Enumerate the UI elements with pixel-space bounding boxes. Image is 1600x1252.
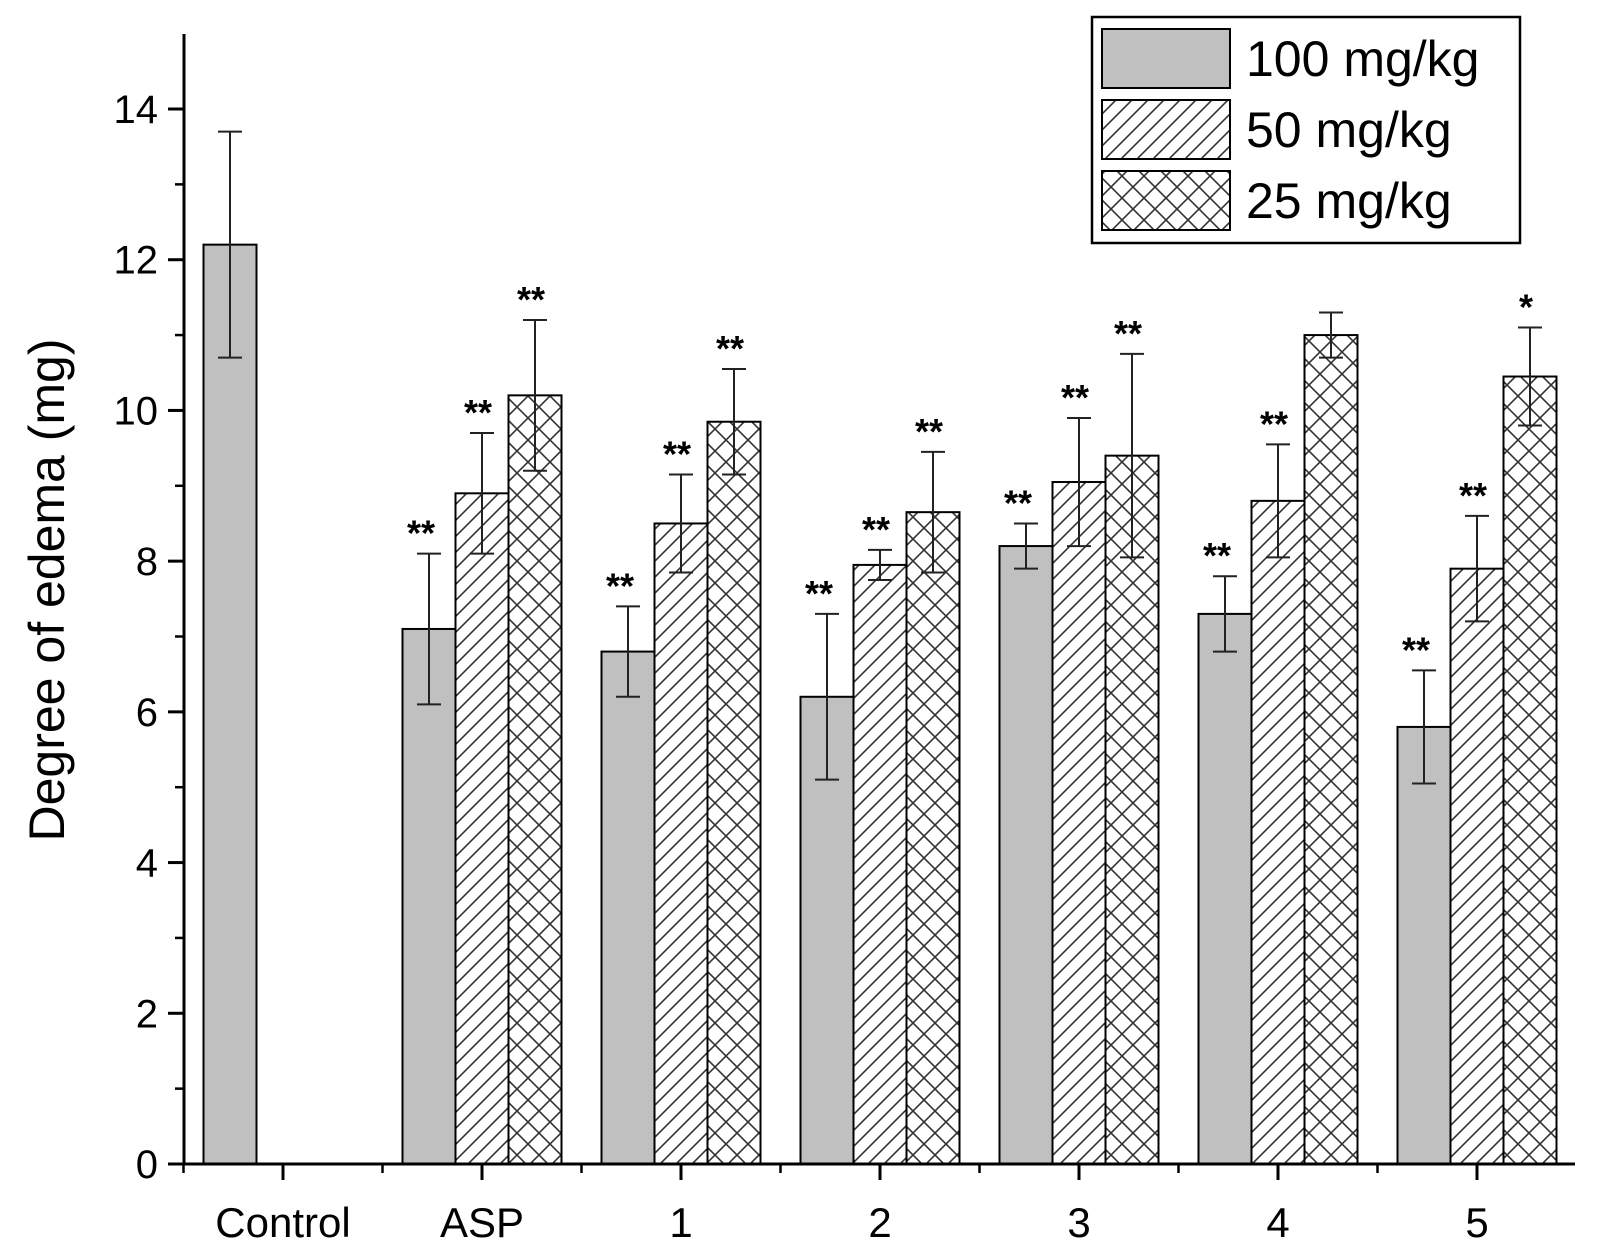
y-tick-label: 12 <box>114 239 159 283</box>
x-tick-label: Control <box>215 1199 350 1246</box>
bar-100-mg-kg-asp <box>401 627 457 1165</box>
bar-25-mg-kg-4 <box>1303 334 1359 1166</box>
legend-swatch <box>1101 170 1231 231</box>
bar-100-mg-kg-control <box>202 243 258 1165</box>
y-axis-ticks: 0 2 4 6 8 10 12 14 <box>114 88 184 1187</box>
y-tick-label: 4 <box>136 842 158 886</box>
legend-swatch <box>1101 28 1231 89</box>
error-bars <box>218 130 1542 785</box>
bar-50-mg-kg-asp <box>454 492 510 1166</box>
significance-label: ** <box>407 513 435 554</box>
bar-50-mg-kg-3 <box>1051 481 1107 1165</box>
significance-label: ** <box>517 279 545 320</box>
significance-label: ** <box>1260 403 1288 444</box>
bar-100-mg-kg-5 <box>1396 725 1452 1166</box>
y-tick-label: 2 <box>136 992 158 1036</box>
significance-label: * <box>1519 287 1533 328</box>
legend-label: 100 mg/kg <box>1246 31 1479 87</box>
significance-label: ** <box>716 328 744 369</box>
bar-50-mg-kg-4 <box>1250 499 1306 1166</box>
y-tick-label: 6 <box>136 691 158 735</box>
bar-25-mg-kg-1 <box>706 420 762 1166</box>
bar-100-mg-kg-4 <box>1197 612 1253 1165</box>
significance-label: ** <box>1061 377 1089 418</box>
bar-50-mg-kg-2 <box>852 563 908 1165</box>
x-axis-ticks: Control ASP 1 2 3 4 5 <box>182 1164 1489 1246</box>
significance-label: ** <box>1402 629 1430 670</box>
y-tick-label: 8 <box>136 540 158 584</box>
legend-label: 25 mg/kg <box>1246 173 1452 229</box>
significance-label: ** <box>606 565 634 606</box>
significance-label: ** <box>1459 475 1487 516</box>
y-tick-label: 14 <box>114 88 159 132</box>
legend: 100 mg/kg 50 mg/kg 25 mg/kg <box>1090 15 1522 245</box>
significance-markers: ********************************* <box>407 279 1533 670</box>
significance-label: ** <box>862 509 890 550</box>
x-tick-label: ASP <box>440 1199 524 1246</box>
x-tick-label: 4 <box>1266 1199 1289 1246</box>
bar-25-mg-kg-2 <box>905 511 961 1165</box>
y-tick-label: 10 <box>114 389 159 433</box>
significance-label: ** <box>1004 482 1032 523</box>
bars <box>202 243 1558 1166</box>
bar-25-mg-kg-asp <box>507 394 563 1166</box>
legend-swatch <box>1101 99 1231 160</box>
significance-label: ** <box>805 573 833 614</box>
significance-label: ** <box>464 392 492 433</box>
bar-50-mg-kg-1 <box>653 522 709 1165</box>
bar-100-mg-kg-3 <box>998 545 1054 1165</box>
bar-100-mg-kg-1 <box>600 650 656 1165</box>
x-tick-label: 2 <box>868 1199 891 1246</box>
y-axis-title: Degree of edema (mg) <box>19 338 75 841</box>
significance-label: ** <box>663 433 691 474</box>
bar-25-mg-kg-3 <box>1104 454 1160 1165</box>
significance-label: ** <box>915 411 943 452</box>
x-tick-label: 1 <box>669 1199 692 1246</box>
x-tick-label: 5 <box>1465 1199 1488 1246</box>
y-tick-label: 0 <box>136 1143 158 1187</box>
legend-label: 50 mg/kg <box>1246 102 1452 158</box>
x-tick-label: 3 <box>1067 1199 1090 1246</box>
bar-25-mg-kg-5 <box>1502 375 1558 1165</box>
significance-label: ** <box>1203 535 1231 576</box>
bar-50-mg-kg-5 <box>1449 567 1505 1165</box>
significance-label: ** <box>1114 313 1142 354</box>
